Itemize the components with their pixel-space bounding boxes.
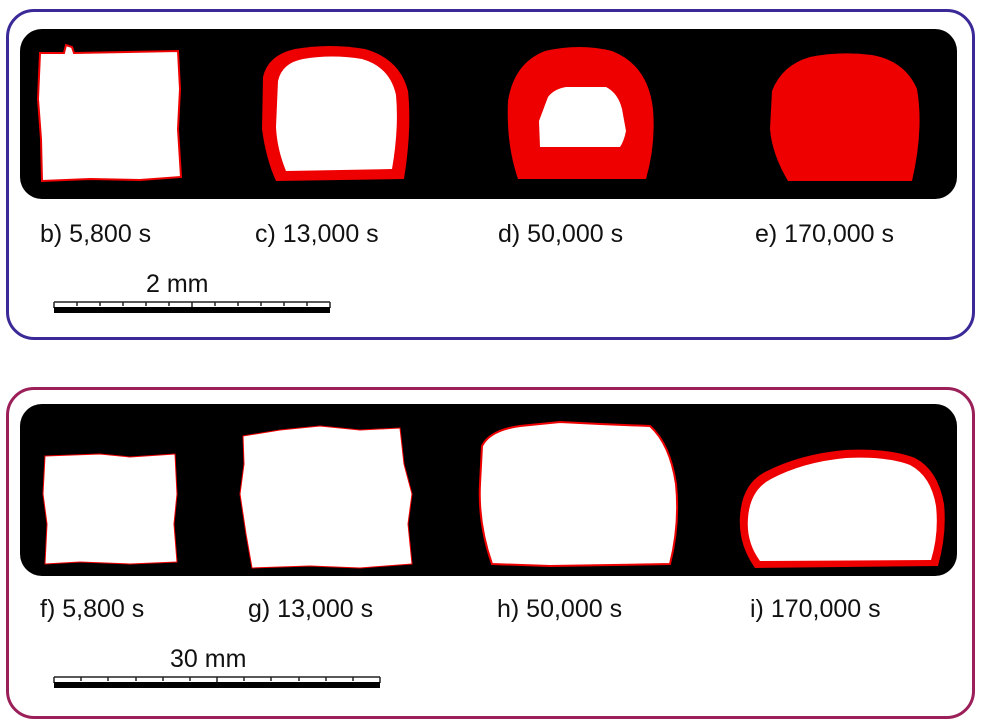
scale-label-top: 2 mm bbox=[146, 270, 209, 298]
scale-bar-bottom bbox=[52, 675, 384, 691]
bottom-cross-sections bbox=[42, 420, 945, 569]
label-b: b) 5,800 s bbox=[40, 220, 152, 248]
scale-bar-top bbox=[52, 300, 336, 316]
cross-section-h bbox=[478, 420, 679, 568]
label-h: h) 50,000 s bbox=[497, 595, 623, 623]
top-cross-sections bbox=[36, 43, 920, 183]
top-image-strip bbox=[20, 29, 957, 199]
cross-section-e bbox=[770, 53, 920, 181]
cross-section-g bbox=[239, 425, 413, 569]
cross-section-c-core bbox=[276, 56, 397, 171]
label-g: g) 13,000 s bbox=[248, 595, 374, 623]
scale-label-bottom: 30 mm bbox=[170, 645, 247, 673]
bottom-image-strip bbox=[20, 404, 957, 576]
label-e: e) 170,000 s bbox=[755, 220, 894, 248]
label-i: i) 170,000 s bbox=[750, 595, 881, 623]
label-f: f) 5,800 s bbox=[40, 595, 145, 623]
label-c: c) 13,000 s bbox=[255, 220, 379, 248]
label-d: d) 50,000 s bbox=[498, 220, 624, 248]
cross-section-i-core bbox=[747, 457, 937, 561]
cross-section-d-core bbox=[539, 87, 626, 147]
cross-section-f bbox=[42, 453, 178, 565]
cross-section-b bbox=[36, 43, 183, 183]
